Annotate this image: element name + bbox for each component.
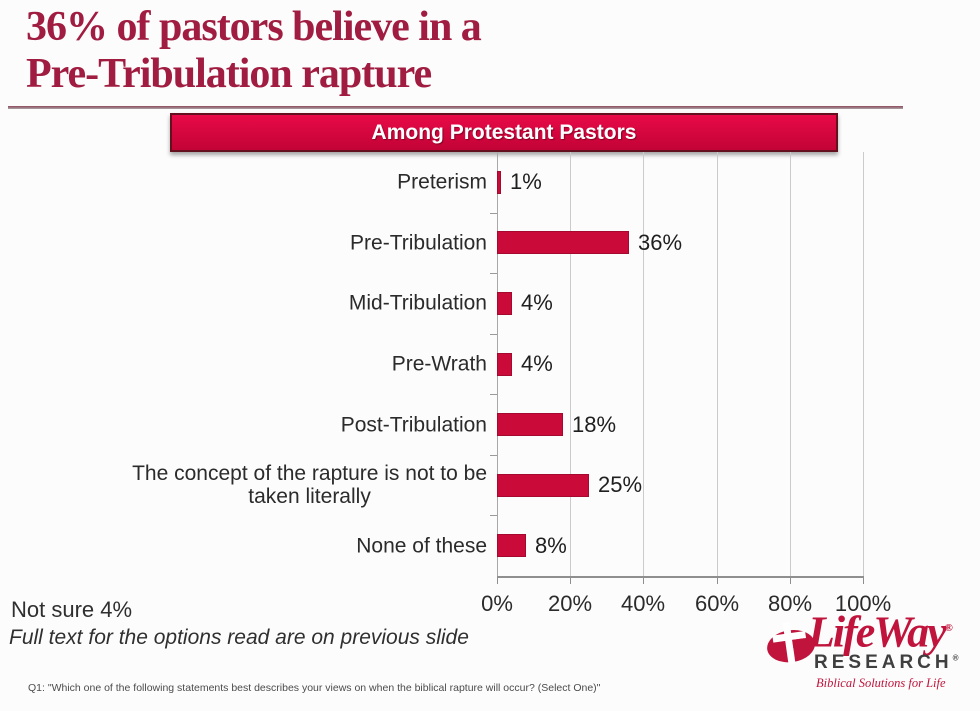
bar: [497, 292, 512, 315]
category-label: Preterism: [397, 170, 487, 194]
bar: [497, 353, 512, 376]
title-underline: [8, 106, 903, 109]
x-axis-tick: [570, 576, 571, 584]
chart-header-banner: Among Protestant Pastors: [170, 113, 838, 152]
y-axis-row-tick: [490, 334, 497, 335]
page-title: 36% of pastors believe in a Pre-Tribulati…: [26, 4, 482, 98]
bar: [497, 534, 526, 557]
logo-wordmark-text: LifeWay: [808, 607, 947, 657]
logo-wordmark: LifeWay®: [808, 604, 953, 657]
x-axis-tick: [863, 576, 864, 584]
category-label: Pre-Tribulation: [350, 231, 487, 255]
y-axis-row-tick: [490, 515, 497, 516]
x-axis-tick-label: 40%: [620, 591, 666, 616]
x-axis-tick: [497, 576, 498, 584]
chart-header-label: Among Protestant Pastors: [371, 120, 637, 144]
logo-tagline: Biblical Solutions for Life: [816, 676, 946, 690]
page-title-line1: 36% of pastors believe in a: [26, 4, 482, 50]
gridline: [570, 152, 571, 576]
bar-value-label: 36%: [638, 229, 683, 255]
category-label: Pre-Wrath: [391, 352, 487, 376]
source-question-footnote: Q1: "Which one of the following statemen…: [28, 682, 601, 694]
lifeway-cross-icon: [767, 622, 815, 665]
bar: [497, 171, 501, 194]
lifeway-research-logo: LifeWay® RESEARCH® Biblical Solutions fo…: [766, 604, 972, 704]
gridline: [717, 152, 718, 576]
bar: [497, 413, 563, 436]
x-axis-tick-label: 60%: [694, 591, 740, 616]
registered-mark-icon: ®: [952, 653, 959, 663]
y-axis-row-tick: [490, 213, 497, 214]
bar: [497, 474, 589, 497]
y-axis-row-tick: [490, 455, 497, 456]
logo-research-text: RESEARCH®: [814, 652, 959, 673]
gridline: [863, 152, 864, 576]
bar-value-label: 18%: [572, 411, 617, 437]
registered-mark-icon: ®: [944, 622, 953, 634]
y-axis-row-tick: [490, 394, 497, 395]
gridline: [643, 152, 644, 576]
x-axis-tick-label: 20%: [547, 591, 593, 616]
bar-value-label: 4%: [521, 351, 553, 376]
x-axis-tick: [643, 576, 644, 584]
bar-value-label: 8%: [535, 532, 567, 558]
x-axis-tick-label: 100%: [834, 591, 892, 616]
page-title-line2: Pre-Tribulation rapture: [26, 51, 432, 97]
note-not-sure: Not sure 4%: [11, 597, 133, 622]
gridline: [790, 152, 791, 576]
x-axis-tick-label: 80%: [767, 591, 813, 616]
bar-value-label: 1%: [510, 169, 542, 195]
bar-value-label: 4%: [521, 290, 553, 316]
category-label: Post-Tribulation: [340, 413, 487, 437]
x-axis-tick: [717, 576, 718, 584]
bar: [497, 231, 629, 254]
plot-area: 1% 36% 4% 4% 18% 25% 8%: [490, 152, 864, 584]
x-axis-tick: [790, 576, 791, 584]
category-label: None of these: [356, 534, 487, 558]
y-axis-row-tick: [490, 273, 497, 274]
note-full-text: Full text for the options read are on pr…: [9, 626, 469, 649]
x-axis-tick-label: 0%: [481, 591, 513, 616]
category-label: The concept of the rapture is not to be …: [132, 462, 487, 509]
category-label: Mid-Tribulation: [348, 291, 487, 315]
bar-value-label: 25%: [598, 472, 643, 498]
